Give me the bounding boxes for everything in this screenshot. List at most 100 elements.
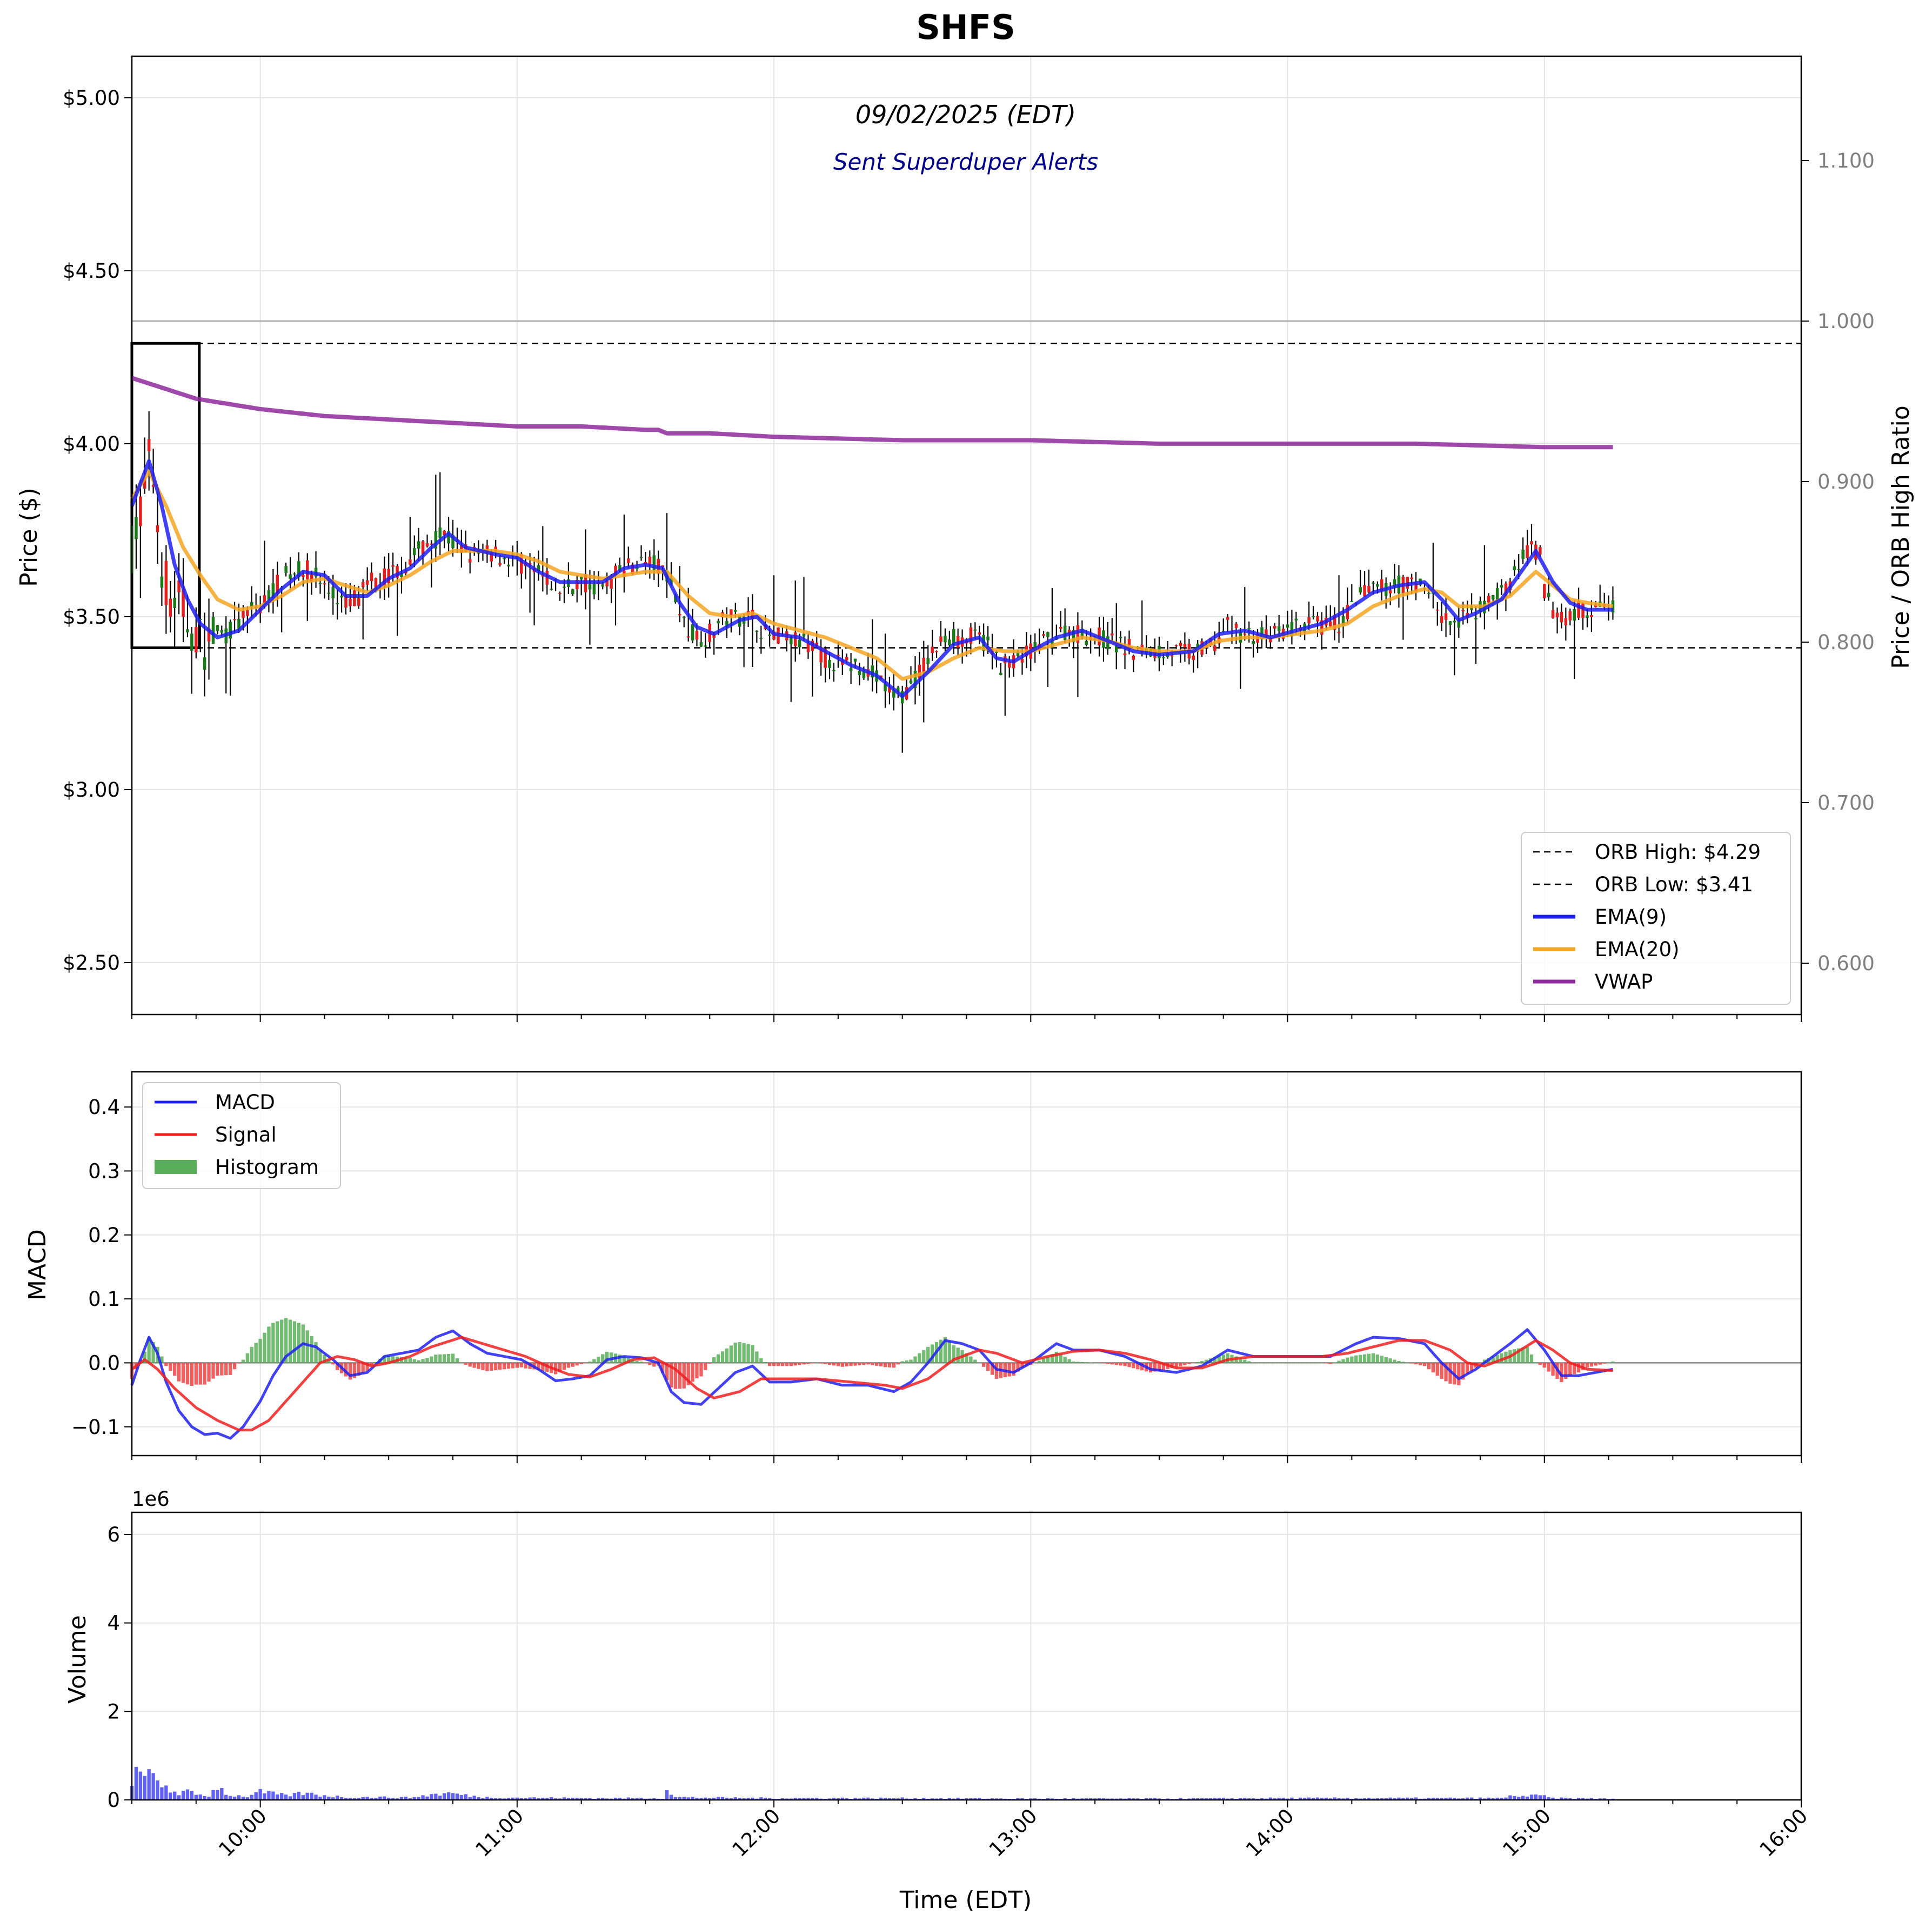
volume-bar: [575, 1798, 579, 1800]
histogram-bar: [798, 1363, 801, 1365]
candle-body: [460, 544, 463, 553]
volume-bar: [477, 1797, 480, 1800]
volume-bar: [746, 1798, 750, 1800]
candle-body: [336, 603, 339, 604]
histogram-bar: [793, 1363, 797, 1366]
histogram-bar: [832, 1363, 836, 1366]
candle-body: [1243, 633, 1247, 635]
candle-body: [1076, 625, 1080, 643]
volume-bar: [1213, 1798, 1217, 1800]
volume-bar: [990, 1798, 994, 1800]
candle-body: [605, 581, 609, 586]
histogram-bar: [767, 1363, 772, 1366]
volume-bar: [1311, 1798, 1315, 1800]
macd-x-tick-marks: [131, 1456, 1802, 1463]
histogram-bar: [738, 1342, 741, 1363]
histogram-bar: [1041, 1358, 1046, 1363]
histogram-bar: [1414, 1363, 1418, 1365]
volume-y-ticks: 0 2 4 6: [107, 1523, 132, 1812]
candle-body: [841, 660, 844, 665]
histogram-bar: [866, 1363, 870, 1365]
candle-body: [888, 687, 891, 693]
volume-panel-frame: [131, 1511, 1802, 1801]
histogram-bar: [211, 1363, 215, 1379]
histogram-bar: [1328, 1363, 1332, 1364]
y-tick-label: 2: [107, 1700, 120, 1723]
volume-bar: [883, 1798, 887, 1800]
histogram-bar: [660, 1363, 665, 1373]
candle-body: [601, 584, 605, 587]
candle-body: [614, 565, 617, 576]
volume-panel: 0 2 4 6 10:00 11:00 12:00 13:00 14:00 15:00 16:00…: [64, 1487, 1812, 1914]
candle-body: [1444, 613, 1448, 620]
volume-bar: [336, 1796, 339, 1800]
histogram-bar: [169, 1363, 172, 1371]
volume-bar: [1589, 1798, 1594, 1800]
histogram-bar: [417, 1360, 420, 1363]
histogram-bar: [352, 1363, 357, 1378]
histogram-bar: [887, 1363, 892, 1367]
histogram-bar: [695, 1363, 699, 1379]
candle-body: [631, 564, 634, 575]
candle-body: [1410, 577, 1414, 579]
volume-bar: [490, 1798, 493, 1800]
volume-bar: [412, 1797, 416, 1800]
volume-bar: [1414, 1797, 1418, 1800]
histogram-bar: [524, 1363, 527, 1369]
histogram-bar: [947, 1341, 951, 1363]
histogram-bar: [1179, 1363, 1182, 1366]
histogram-bar: [673, 1363, 678, 1389]
candle-body: [374, 578, 378, 589]
histogram-bar: [1573, 1363, 1576, 1375]
volume-bar: [759, 1797, 763, 1800]
volume-bar: [198, 1794, 202, 1800]
x-tick-label: 10:00: [214, 1804, 271, 1862]
candle-body: [1174, 645, 1178, 646]
price-x-tick-marks: [131, 1015, 1802, 1022]
volume-bar: [194, 1794, 198, 1800]
histogram-bar: [1525, 1346, 1529, 1363]
histogram-bar: [412, 1359, 416, 1363]
candle-body: [978, 632, 981, 635]
candle-body: [434, 531, 438, 549]
volume-bar: [1341, 1798, 1345, 1800]
candle-body: [661, 565, 664, 568]
legend-label: EMA(20): [1595, 938, 1680, 961]
histogram-bar: [318, 1350, 322, 1363]
candle-body: [370, 572, 373, 582]
candle-body: [695, 631, 699, 640]
candle-body: [802, 633, 806, 637]
volume-bar: [245, 1797, 250, 1800]
candle-body: [999, 672, 1002, 676]
volume-bar: [417, 1797, 420, 1800]
volume-bar: [1478, 1797, 1482, 1800]
histogram-bar: [592, 1359, 596, 1363]
volume-bar: [1384, 1798, 1388, 1800]
volume-bar: [793, 1798, 797, 1800]
volume-bar: [1495, 1797, 1499, 1800]
candle-body: [207, 628, 211, 642]
candle-body: [164, 561, 168, 605]
volume-bar: [613, 1797, 618, 1800]
histogram-bar: [1072, 1362, 1075, 1363]
volume-bar: [588, 1798, 592, 1800]
macd-line: [130, 1328, 1613, 1440]
candle-body: [541, 575, 545, 577]
candle-body: [627, 558, 630, 563]
volume-bar: [1281, 1798, 1285, 1800]
candle-body: [1453, 621, 1456, 623]
volume-bar: [254, 1792, 258, 1800]
volume-bar: [947, 1798, 951, 1800]
volume-y-axis-label: Volume: [64, 1615, 91, 1704]
histogram-bar: [622, 1356, 626, 1363]
volume-bar: [169, 1792, 172, 1800]
candle-body: [793, 632, 797, 646]
volume-bar: [156, 1780, 159, 1800]
candle-body: [1435, 609, 1439, 611]
volume-bar: [541, 1797, 545, 1800]
histogram-bar: [1500, 1353, 1503, 1363]
histogram-bar: [464, 1363, 467, 1365]
histogram-bar: [789, 1363, 793, 1366]
volume-bar: [468, 1797, 472, 1800]
candle-body: [297, 561, 300, 577]
